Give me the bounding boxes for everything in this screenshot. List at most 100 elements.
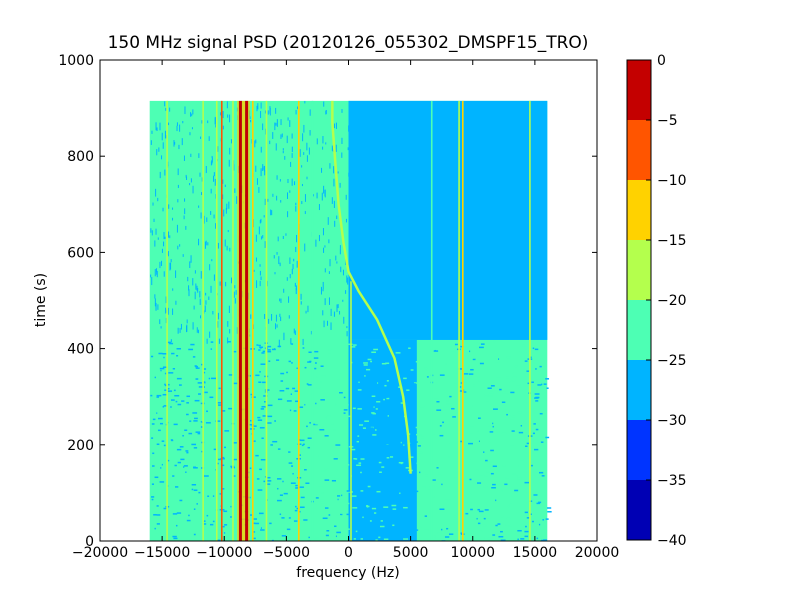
- noise-cell: [345, 218, 347, 223]
- noise-cell: [403, 506, 408, 509]
- noise-cell: [335, 122, 337, 129]
- noise-cell: [295, 505, 297, 508]
- noise-cell: [297, 106, 299, 110]
- noise-cell: [296, 507, 299, 510]
- noise-cell: [185, 225, 187, 230]
- noise-cell: [251, 396, 256, 398]
- noise-cell: [449, 442, 453, 445]
- noise-cell: [532, 347, 535, 350]
- noise-cell: [477, 430, 479, 433]
- noise-cell: [234, 285, 236, 289]
- noise-cell: [189, 420, 192, 422]
- noise-cell: [170, 406, 172, 408]
- noise-cell: [358, 451, 361, 454]
- noise-cell: [224, 184, 226, 187]
- noise-cell: [301, 444, 304, 447]
- noise-cell: [328, 514, 331, 516]
- colorbar: −40 −35 −30 −25 −20 −15 −10 −5 0: [626, 53, 687, 549]
- noise-cell: [342, 414, 347, 416]
- noise-cell: [532, 432, 535, 435]
- noise-cell: [301, 165, 303, 168]
- noise-cell: [293, 328, 295, 334]
- noise-cell: [150, 140, 152, 145]
- noise-cell: [191, 484, 197, 486]
- noise-cell: [284, 156, 286, 160]
- noise-cell: [341, 342, 344, 344]
- y-tick-label: 1000: [58, 53, 94, 69]
- noise-cell: [367, 358, 372, 361]
- y-tick-label: 200: [67, 438, 94, 454]
- noise-cell: [415, 426, 418, 429]
- noise-cell: [535, 368, 537, 370]
- noise-cell: [413, 382, 418, 384]
- noise-cell: [352, 525, 355, 528]
- noise-cell: [289, 257, 291, 264]
- noise-cell: [539, 365, 542, 368]
- noise-cell: [485, 518, 490, 521]
- noise-cell: [175, 300, 177, 305]
- noise-cell: [360, 490, 364, 492]
- noise-cell: [204, 305, 206, 312]
- noise-cell: [228, 305, 230, 314]
- noise-cell: [323, 396, 328, 398]
- noise-cell: [281, 517, 285, 519]
- noise-cell: [343, 316, 345, 324]
- noise-cell: [321, 492, 324, 494]
- noise-cell: [176, 355, 179, 357]
- noise-cell: [213, 274, 215, 281]
- noise-cell: [289, 274, 291, 279]
- noise-cell: [171, 352, 175, 355]
- noise-cell: [259, 264, 261, 267]
- noise-cell: [431, 495, 435, 498]
- noise-cell: [191, 113, 193, 117]
- noise-cell: [303, 124, 305, 133]
- noise-cell: [279, 494, 283, 496]
- noise-cell: [270, 444, 273, 446]
- noise-cell: [524, 481, 530, 484]
- noise-cell: [320, 381, 322, 384]
- x-tick-label: 5000: [393, 545, 429, 561]
- noise-cell: [179, 384, 182, 386]
- background-cell: [348, 339, 417, 541]
- noise-cell: [152, 418, 156, 421]
- noise-cell: [389, 456, 394, 458]
- noise-cell: [274, 420, 277, 422]
- noise-cell: [472, 405, 474, 407]
- noise-cell: [262, 235, 264, 239]
- noise-cell: [260, 168, 262, 177]
- noise-cell: [339, 245, 341, 249]
- noise-cell: [439, 508, 445, 511]
- noise-cell: [495, 409, 500, 412]
- noise-cell: [383, 429, 386, 432]
- colorbar-tick-label: −15: [657, 233, 687, 249]
- noise-cell: [445, 363, 447, 365]
- noise-cell: [417, 445, 421, 447]
- noise-cell: [159, 171, 161, 179]
- noise-cell: [257, 419, 263, 421]
- noise-cell: [175, 524, 178, 527]
- noise-cell: [469, 424, 475, 427]
- noise-cell: [371, 412, 375, 414]
- noise-cell: [188, 514, 190, 517]
- noise-cell: [267, 198, 269, 202]
- noise-cell: [155, 268, 157, 272]
- noise-cell: [213, 172, 215, 177]
- noise-cell: [489, 431, 494, 433]
- noise-cell: [203, 381, 206, 384]
- noise-cell: [168, 122, 170, 126]
- noise-cell: [161, 440, 165, 442]
- noise-cell: [331, 197, 333, 204]
- noise-cell: [189, 132, 191, 136]
- noise-cell: [323, 101, 325, 107]
- noise-cell: [521, 523, 524, 525]
- noise-cell: [228, 407, 233, 410]
- noise-cell: [169, 342, 174, 345]
- noise-cell: [167, 251, 169, 257]
- noise-cell: [339, 248, 341, 255]
- noise-cell: [353, 458, 356, 460]
- noise-cell: [333, 178, 335, 187]
- noise-cell: [409, 437, 412, 440]
- noise-cell: [202, 523, 207, 525]
- noise-cell: [186, 319, 188, 324]
- noise-cell: [535, 400, 539, 402]
